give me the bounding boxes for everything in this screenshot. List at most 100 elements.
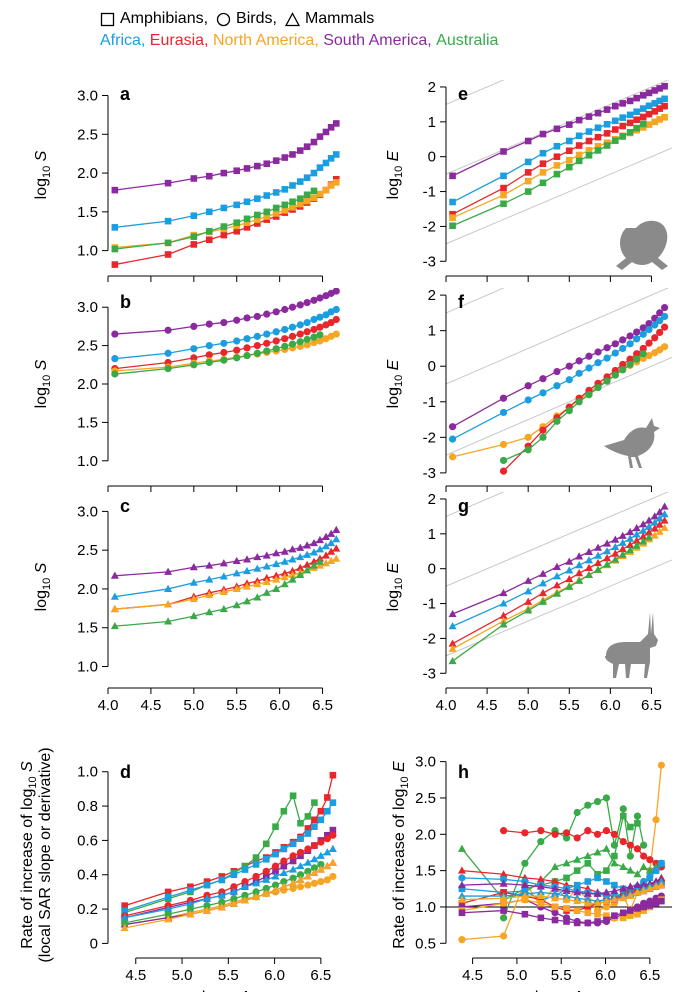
data-point: [639, 520, 648, 528]
data-point: [639, 120, 647, 128]
data-point: [220, 356, 228, 364]
data-point: [603, 344, 611, 352]
data-point: [303, 328, 311, 336]
x-tick-label: 4.0: [436, 697, 457, 714]
data-point: [632, 524, 641, 532]
data-point: [640, 903, 647, 911]
data-point: [263, 330, 271, 338]
data-point: [651, 118, 659, 126]
data-point: [500, 172, 507, 180]
data-point: [332, 525, 341, 533]
axis-label: Rate of increase of log10 E: [391, 761, 411, 949]
data-point: [626, 111, 634, 119]
panel-letter: d: [120, 762, 131, 782]
data-point: [611, 340, 619, 348]
data-point: [323, 848, 332, 856]
series-2: [448, 516, 669, 647]
data-point: [603, 539, 612, 547]
series-0: [448, 303, 669, 431]
data-point: [611, 137, 619, 144]
data-point: [539, 149, 547, 157]
data-point: [164, 179, 172, 187]
data-point: [575, 132, 583, 140]
y-tick-label: 0: [90, 935, 98, 952]
data-point: [272, 868, 279, 875]
data-point: [289, 198, 296, 206]
axis-label: log10 S: [33, 359, 53, 408]
data-point: [315, 561, 324, 569]
data-point: [639, 124, 647, 131]
data-point: [651, 334, 659, 342]
legend-continents: Africa, Eurasia, North America, South Am…: [100, 30, 498, 52]
data-point: [110, 604, 119, 613]
data-point: [553, 162, 561, 169]
panel-letter: b: [120, 292, 131, 312]
data-point: [585, 137, 593, 145]
data-point: [565, 557, 574, 565]
data-point: [233, 201, 241, 209]
data-point: [458, 936, 466, 944]
series-0: [111, 120, 340, 194]
data-point: [240, 896, 249, 904]
x-tick-label: 4.0: [98, 697, 119, 714]
data-point: [603, 554, 612, 562]
data-point: [280, 547, 289, 555]
data-point: [632, 530, 641, 538]
plot-area: [446, 80, 672, 245]
x-tick-label: 5.5: [218, 967, 239, 984]
data-point: [110, 621, 119, 630]
y-tick-label: 0: [428, 561, 436, 578]
data-point: [289, 840, 297, 848]
data-point: [220, 169, 228, 177]
series-line: [452, 520, 666, 645]
data-point: [164, 217, 172, 225]
data-point: [164, 910, 172, 918]
data-point: [329, 799, 337, 806]
panel-c: 1.0 1.5 2.0 2.5 3.0 4.0 4.5 5.0 5.5 6.0 6.5 c log10 …: [33, 496, 341, 714]
data-point: [499, 894, 508, 902]
data-point: [253, 349, 261, 357]
y-tick-label: 1: [428, 526, 436, 543]
data-point: [310, 138, 318, 146]
data-point: [310, 296, 318, 304]
x-tick-label: 6.5: [639, 967, 660, 984]
data-point: [562, 895, 571, 903]
data-point: [263, 160, 271, 168]
data-point: [263, 208, 271, 216]
data-point: [217, 891, 226, 899]
data-point: [252, 872, 260, 881]
x-tick-label: 4.5: [477, 697, 498, 714]
data-point: [603, 354, 611, 362]
data-point: [593, 830, 602, 838]
data-point: [521, 896, 529, 903]
axis-label: log10 A: [202, 989, 250, 992]
data-point: [317, 860, 325, 869]
data-point: [219, 604, 228, 613]
legend-birds-label: Birds,: [236, 10, 277, 27]
axis-label-var: E: [385, 359, 402, 374]
data-point: [537, 827, 545, 835]
data-point: [233, 227, 241, 235]
data-point: [190, 361, 198, 369]
data-point: [562, 834, 571, 842]
data-point: [272, 328, 280, 336]
data-point: [627, 907, 634, 914]
data-point: [205, 590, 214, 599]
data-point: [575, 561, 584, 569]
data-point: [316, 133, 324, 140]
data-point: [655, 508, 664, 516]
axis-label-part: log: [385, 178, 402, 199]
y-tick-label: 0: [428, 358, 436, 375]
data-point: [449, 222, 456, 230]
data-point: [584, 903, 592, 911]
axis-label-part: log: [385, 387, 402, 408]
axis-label-var: S: [33, 150, 50, 165]
data-point: [536, 888, 545, 896]
data-point: [583, 899, 592, 907]
data-point: [552, 581, 561, 589]
series-8: [121, 860, 325, 927]
data-point: [652, 816, 660, 824]
data-point: [603, 142, 611, 149]
data-point: [321, 551, 330, 559]
data-point: [633, 335, 641, 343]
